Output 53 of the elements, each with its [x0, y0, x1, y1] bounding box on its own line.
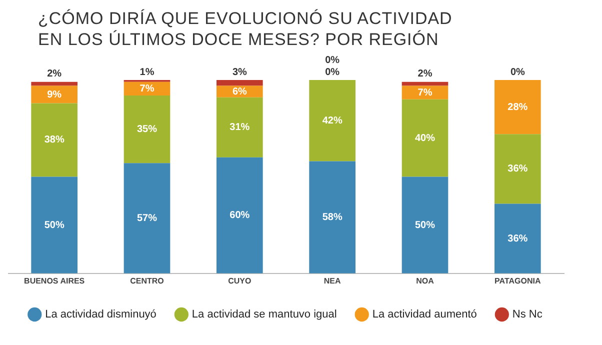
- bar: [402, 86, 448, 100]
- data-label: 0%: [325, 66, 340, 78]
- data-label: 50%: [414, 220, 436, 231]
- data-label: 0%: [325, 54, 340, 66]
- legend-label: La actividad aumentó: [372, 308, 477, 321]
- bar: [124, 163, 170, 274]
- x-tick-label: PATAGONIA: [494, 276, 541, 286]
- x-tick-label: CUYO: [228, 276, 252, 286]
- data-label: 1%: [140, 66, 154, 78]
- bar: [31, 82, 78, 86]
- data-label: 6%: [232, 86, 247, 98]
- data-label: 57%: [136, 213, 158, 224]
- data-label: 36%: [508, 164, 528, 175]
- bar: [31, 103, 78, 177]
- x-tick-label: NEA: [324, 276, 341, 286]
- bar: [494, 204, 541, 274]
- data-label: 9%: [47, 89, 62, 100]
- data-label: 42%: [322, 115, 342, 126]
- legend-label: Ns Nc: [512, 308, 543, 321]
- data-label: 60%: [230, 210, 250, 222]
- data-label: 7%: [418, 87, 432, 98]
- x-tick-label: CENTRO: [130, 276, 164, 286]
- bar: [309, 80, 356, 162]
- data-label: 31%: [230, 122, 250, 134]
- chart-title: ¿CÓMO DIRÍA QUE EVOLUCIONÓ SU ACTIVIDAD EN LOS ÚLTIMOS DOCE MESES? POR REGIÓN: [38, 8, 454, 50]
- data-label: 3%: [232, 66, 247, 78]
- bar: [402, 176, 448, 274]
- bar: [309, 161, 356, 274]
- data-label: 28%: [508, 102, 528, 113]
- data-label: 7%: [140, 83, 154, 94]
- data-label: 2%: [418, 68, 432, 80]
- bar: [402, 82, 448, 86]
- data-label: 36%: [508, 233, 528, 244]
- data-label: 40%: [414, 132, 436, 144]
- x-tick-label: NOA: [416, 276, 434, 286]
- legend-label: La actividad se mantuvo igual: [192, 308, 337, 321]
- data-label: 2%: [47, 68, 62, 80]
- data-label: 35%: [136, 124, 158, 136]
- bar: [216, 157, 263, 274]
- bar: [216, 97, 263, 158]
- data-label: 0%: [510, 66, 525, 78]
- x-tick-label: BUENOS AIRES: [24, 276, 86, 286]
- bar: [31, 176, 78, 274]
- bar: [494, 134, 541, 204]
- bar: [216, 80, 263, 86]
- data-label: 58%: [322, 212, 342, 224]
- bar: [494, 80, 541, 134]
- data-label: 38%: [44, 134, 64, 146]
- data-label: 50%: [44, 220, 64, 231]
- legend-label: La actividad disminuyó: [45, 308, 156, 321]
- bar: [402, 99, 448, 177]
- bar: [124, 95, 170, 164]
- bar: [124, 82, 170, 96]
